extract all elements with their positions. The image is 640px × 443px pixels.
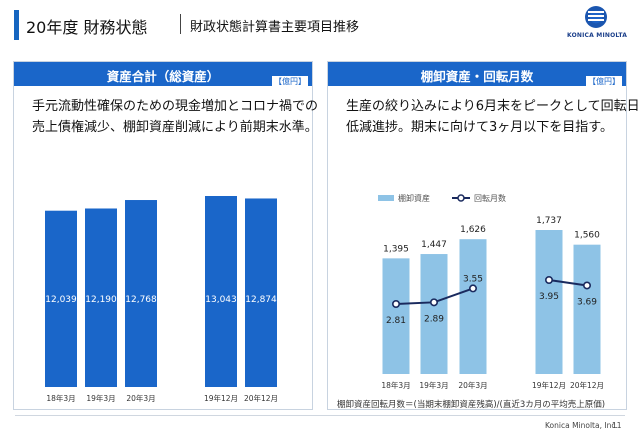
x-tick-label: 19年12月 [204, 393, 238, 403]
legend-label: 回転月数 [474, 193, 506, 203]
total-assets-panel: 資産合計（総資産） 【億円】 手元流動性確保のための現金増加とコロナ禍での 売上… [13, 61, 318, 410]
x-tick-label: 19年3月 [419, 380, 448, 390]
footer-divider [15, 415, 625, 416]
bar [205, 196, 237, 387]
x-tick-label: 20年3月 [126, 393, 155, 403]
bar [573, 244, 601, 374]
data-label: 1,395 [383, 244, 409, 254]
bar [420, 254, 448, 374]
bar [535, 230, 563, 374]
bar [382, 258, 410, 374]
data-label: 1,560 [574, 231, 600, 241]
line-data-label: 3.69 [577, 297, 597, 307]
line-data-label: 3.55 [463, 274, 483, 284]
x-tick-label: 20年3月 [458, 380, 487, 390]
page-number: 11 [612, 421, 622, 430]
page-subtitle: 財政状態計算書主要項目推移 [190, 20, 360, 35]
data-label: 12,190 [85, 295, 117, 305]
legend-marker [457, 194, 465, 202]
line-point [430, 298, 439, 307]
panel-title: 棚卸資産・回転月数 [420, 69, 534, 84]
panel-description: 生産の絞り込みにより6月末をピークとして回転日数 低減進捗。期末に向けて3ヶ月以… [346, 99, 640, 135]
data-label: 12,874 [245, 295, 277, 305]
header-divider [180, 14, 181, 34]
page-title: 20年度 財務状態 [26, 18, 148, 37]
logo-text: KONICA MINOLTA [567, 32, 628, 39]
page-header: 20年度 財務状態 財政状態計算書主要項目推移 KONICA MINOLTA [0, 0, 640, 50]
data-label: 13,043 [205, 295, 237, 305]
data-label: 1,737 [536, 216, 562, 226]
inventory-chart: 棚卸資産 回転月数 1,395 18年3月 1,447 19年3月 1,626 20年3月 1,… [378, 193, 604, 390]
x-tick-label: 18年3月 [381, 380, 410, 390]
x-tick-label: 20年12月 [244, 393, 278, 403]
panel-description: 手元流動性確保のための現金増加とコロナ禍での 売上債権減少、棚卸資産削減により前… [32, 99, 319, 135]
footer-company: Konica Minolta, Inc. [545, 421, 618, 430]
header-accent-bar [14, 10, 19, 40]
line-point [545, 276, 554, 285]
legend-swatch-bar [378, 195, 394, 201]
line-data-label: 2.89 [424, 314, 444, 324]
unit-label: 【億円】 [586, 76, 622, 87]
data-label: 12,039 [45, 295, 77, 305]
inventory-panel: 棚卸資産・回転月数 【億円】 生産の絞り込みにより6月末をピークとして回転日数 … [327, 61, 640, 410]
panel-title: 資産合計（総資産） [106, 69, 220, 84]
line-series [548, 279, 588, 287]
bar [45, 210, 77, 387]
x-tick-label: 18年3月 [46, 393, 75, 403]
legend-label: 棚卸資産 [398, 193, 430, 203]
line-point [583, 281, 592, 290]
line-data-label: 2.81 [386, 316, 406, 326]
bar [245, 198, 277, 387]
bar [459, 239, 487, 374]
data-label: 1,626 [460, 225, 486, 235]
company-logo: KONICA MINOLTA [567, 6, 628, 46]
panel-header: 棚卸資産・回転月数 [328, 62, 626, 86]
line-data-label: 3.95 [539, 292, 559, 302]
total-assets-chart: 12,039 18年3月 12,190 19年3月 12,768 20年3月 13,043 1… [45, 196, 278, 403]
line-point [392, 300, 401, 309]
page-footer: Konica Minolta, Inc. 11 [0, 415, 640, 443]
unit-label: 【億円】 [272, 76, 308, 87]
x-tick-label: 19年3月 [86, 393, 115, 403]
data-label: 12,768 [125, 295, 157, 305]
x-tick-label: 19年12月 [532, 380, 566, 390]
data-label: 1,447 [421, 240, 447, 250]
x-tick-label: 20年12月 [570, 380, 604, 390]
line-point [469, 284, 478, 293]
panel-header: 資産合計（総資産） [14, 62, 312, 86]
formula-footnote: 棚卸資産回転月数＝(当期末棚卸資産残高)/(直近3カ月の平均売上原価) [337, 400, 606, 410]
logo-globe-icon [585, 6, 607, 28]
bar [85, 208, 117, 387]
bar [125, 200, 157, 387]
